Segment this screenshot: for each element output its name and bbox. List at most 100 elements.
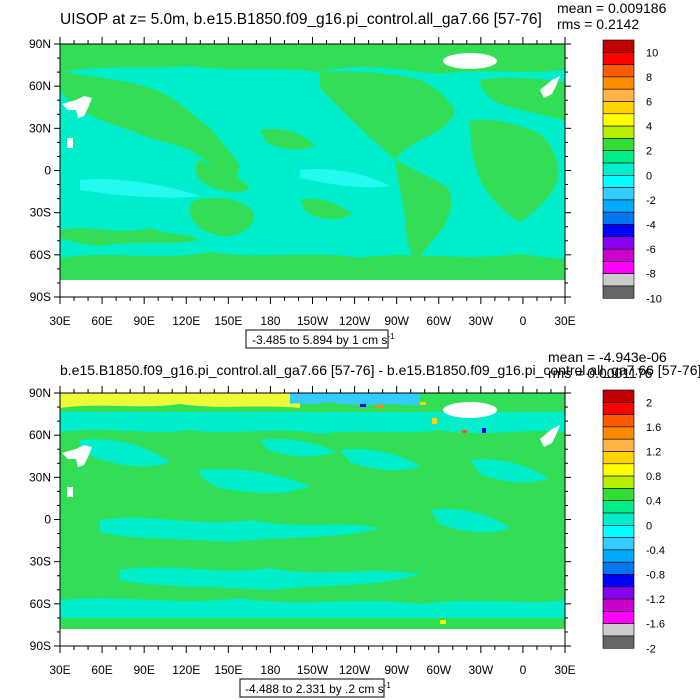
panel-2-mean: mean = -4.943e-06 [548, 349, 667, 365]
panel-1-range-box [245, 329, 389, 349]
colorbar-swatch [602, 586, 635, 600]
panel-1-axes: 90N 60N 30N 0 30S 60S 90S 30E 60E 90E 120E 150E 180 1… [29, 37, 576, 328]
lat-label: 60N [29, 428, 51, 442]
colorbar-label: 2 [646, 146, 652, 158]
colorbar-label: 1.2 [646, 447, 661, 459]
lon-label: 150E [214, 663, 242, 677]
colorbar-swatch [602, 236, 635, 250]
colorbar-label: -4 [646, 220, 656, 232]
lon-label: 180 [260, 663, 280, 677]
colorbar-swatch [602, 463, 635, 477]
lon-label: 30E [49, 314, 70, 328]
colorbar-swatch [602, 401, 635, 415]
panel-2-range-label: -4.488 to 2.331 by .2 cm s-1 [245, 681, 391, 696]
lon-label: 150E [214, 314, 242, 328]
panel-2-map [60, 393, 565, 646]
lat-label: 60N [29, 79, 51, 93]
colorbar-label: 10 [646, 47, 658, 59]
lat-label: 90S [30, 290, 51, 304]
colorbar-label: 8 [646, 72, 652, 84]
lon-label: 30E [554, 314, 575, 328]
colorbar-swatch [602, 113, 635, 127]
colorbar-swatch [602, 261, 635, 274]
colorbar-swatch [602, 199, 635, 213]
colorbar-label: 0.4 [646, 496, 661, 508]
colorbar-swatch [602, 273, 635, 287]
panel-2: b.e15.B1850.f09_g16.pi_control.all_ga7.6… [29, 349, 700, 698]
lon-label: 60E [91, 314, 112, 328]
lat-label: 60S [30, 248, 51, 262]
colorbar-swatch [602, 88, 635, 102]
colorbar-swatch [602, 150, 635, 164]
colorbar-swatch [602, 138, 635, 151]
colorbar-swatch [602, 248, 635, 262]
panel-1: UISOP at z= 5.0m, b.e15.B1850.f09_g16.pi… [29, 0, 667, 349]
lon-label: 30W [468, 314, 493, 328]
lon-label: 90W [384, 314, 409, 328]
colorbar-swatch [602, 500, 635, 514]
colorbar-swatch [602, 426, 635, 440]
colorbar-label: 2 [646, 397, 652, 409]
colorbar-label: -10 [646, 293, 662, 305]
lat-label: 90N [29, 37, 51, 51]
lon-label: 120E [172, 314, 200, 328]
colorbar-label: 0 [646, 520, 652, 532]
lat-label: 0 [44, 164, 51, 178]
lat-label: 90N [29, 386, 51, 400]
panel-1-map [60, 44, 565, 297]
lon-label: 90E [133, 663, 154, 677]
lon-label: 180 [260, 314, 280, 328]
colorbar-swatch [602, 125, 635, 139]
colorbar-swatch [602, 512, 635, 526]
colorbar-swatch [602, 162, 635, 176]
lat-label: 30S [30, 555, 51, 569]
lat-label: 90S [30, 639, 51, 653]
colorbar-swatch [602, 549, 635, 563]
colorbar-swatch [602, 475, 635, 489]
lon-label: 150W [297, 314, 329, 328]
colorbar-swatch [602, 76, 635, 90]
colorbar-label: -0.8 [646, 570, 665, 582]
colorbar-swatch [602, 623, 635, 637]
panel-1-rms: rms = 0.2142 [557, 16, 639, 32]
lon-label: 60W [426, 314, 451, 328]
colorbar-label: 0.8 [646, 471, 661, 483]
panel-1-range-label: -3.485 to 5.894 by 1 cm s-1 [252, 332, 395, 347]
colorbar-label: -0.4 [646, 545, 665, 557]
lon-label: 60E [91, 663, 112, 677]
colorbar-swatch [602, 438, 635, 452]
colorbar-swatch [602, 524, 635, 538]
lon-label: 120W [339, 314, 371, 328]
lat-label: 60S [30, 597, 51, 611]
colorbar-swatch [602, 611, 635, 625]
colorbar-swatch [602, 285, 635, 299]
panel-2-range-box [239, 678, 385, 698]
colorbar-swatch [602, 537, 635, 551]
lon-label: 0 [520, 314, 527, 328]
colorbar-swatch [602, 211, 635, 225]
lon-label: 0 [520, 663, 527, 677]
lon-label: 120W [339, 663, 371, 677]
colorbar-swatch [602, 187, 635, 201]
colorbar-swatch [602, 175, 635, 188]
lon-label: 90E [133, 314, 154, 328]
colorbar-label: -1.2 [646, 594, 665, 606]
lon-label: 90W [384, 663, 409, 677]
lon-label: 30W [468, 663, 493, 677]
colorbar-swatch [602, 414, 635, 428]
colorbar-label: -6 [646, 244, 656, 256]
lon-label: 60W [426, 663, 451, 677]
colorbar-label: 1.6 [646, 422, 661, 434]
panel-1-mean: mean = 0.009186 [557, 0, 667, 16]
colorbar-label: -2 [646, 643, 656, 655]
panel-2-colorbar: 2 1.6 1.2 0.8 0.4 0 -0.4 -0.8 -1.2 -1.6 -2 [602, 389, 665, 655]
colorbar-swatch [602, 51, 635, 65]
lat-label: 0 [44, 513, 51, 527]
colorbar-label: 6 [646, 97, 652, 109]
panel-2-title: b.e15.B1850.f09_g16.pi_control.all_ga7.6… [60, 362, 700, 378]
colorbar-swatch [602, 101, 635, 115]
lon-label: 30E [554, 663, 575, 677]
colorbar-swatch [602, 561, 635, 575]
panel-1-title: UISOP at z= 5.0m, b.e15.B1850.f09_g16.pi… [60, 11, 542, 28]
